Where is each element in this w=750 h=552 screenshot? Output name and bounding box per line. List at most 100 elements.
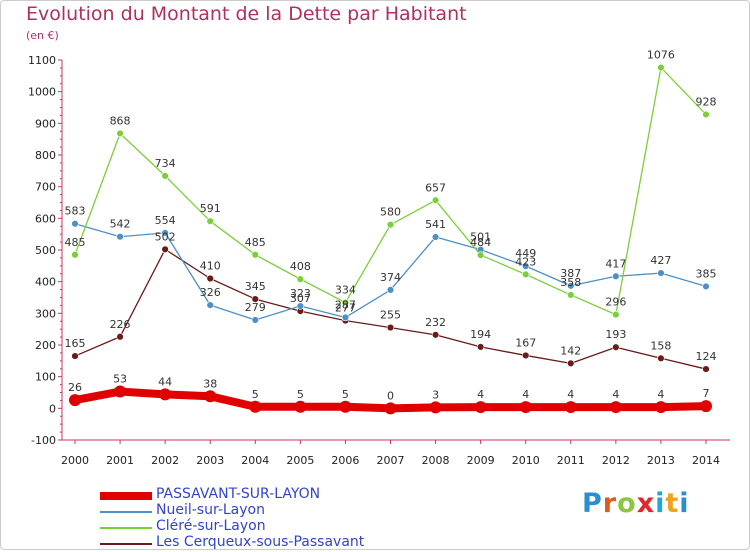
y-tick-label: -100 — [31, 434, 56, 447]
x-tick-label: 2000 — [61, 454, 89, 467]
data-point — [251, 251, 259, 259]
data-label: 387 — [560, 267, 581, 280]
legend-swatch — [100, 492, 152, 500]
data-point — [431, 331, 440, 339]
data-label: 44 — [158, 375, 172, 388]
data-point — [609, 401, 622, 414]
data-point — [700, 400, 712, 413]
legend-label: Cléré-sur-Layon — [156, 518, 266, 534]
x-tick-label: 2011 — [557, 454, 585, 467]
data-point — [159, 388, 172, 401]
y-tick-label: 1000 — [28, 86, 56, 99]
x-tick-label: 2002 — [151, 454, 179, 467]
x-tick-label: 2008 — [422, 454, 450, 467]
data-label: 4 — [567, 388, 574, 401]
data-label: 484 — [470, 236, 491, 249]
data-point — [249, 400, 262, 413]
data-point — [612, 272, 620, 280]
legend-label: Les Cerqueux-sous-Passavant — [156, 534, 365, 550]
logo-letter: i — [679, 488, 690, 519]
data-label: 194 — [470, 328, 491, 341]
data-point — [341, 313, 350, 322]
data-label: 385 — [696, 267, 717, 280]
data-label: 142 — [560, 344, 581, 357]
x-tick-label: 2005 — [286, 454, 314, 467]
y-tick-label: 700 — [35, 181, 56, 194]
data-label: 5 — [252, 388, 259, 401]
data-point — [71, 220, 79, 228]
data-label: 657 — [425, 181, 446, 194]
data-point — [474, 401, 487, 414]
data-point — [429, 401, 442, 414]
logo-letter: P — [582, 488, 603, 519]
data-label: 226 — [110, 318, 131, 331]
data-point — [384, 402, 397, 415]
data-label: 53 — [113, 373, 127, 386]
data-label: 5 — [342, 388, 349, 401]
data-point — [161, 172, 169, 180]
logo-letter: t — [665, 488, 680, 519]
data-label: 734 — [155, 157, 176, 170]
data-point — [612, 310, 620, 319]
data-point — [567, 282, 575, 290]
data-label: 0 — [387, 389, 394, 402]
data-point — [116, 129, 124, 138]
data-label: 277 — [335, 302, 356, 315]
data-label: 928 — [696, 95, 717, 108]
data-point — [522, 262, 530, 270]
data-label: 124 — [696, 350, 717, 363]
data-point — [657, 354, 665, 362]
data-label: 374 — [380, 271, 401, 284]
logo-letter: r — [602, 488, 618, 519]
y-tick-label: 100 — [35, 371, 56, 384]
data-label: 408 — [290, 260, 311, 273]
x-tick-label: 2003 — [196, 454, 224, 467]
y-tick-label: 300 — [35, 307, 56, 320]
data-point — [386, 286, 395, 294]
data-label: 358 — [560, 276, 581, 289]
logo-letter: i — [655, 488, 666, 519]
data-point — [522, 270, 530, 279]
data-point — [476, 251, 485, 259]
data-label: 4 — [612, 388, 619, 401]
data-point — [567, 291, 575, 299]
data-label: 158 — [650, 339, 671, 352]
data-label: 591 — [200, 202, 221, 215]
x-tick-label: 2012 — [602, 454, 630, 467]
data-label: 345 — [245, 280, 266, 293]
legend-swatch — [100, 543, 152, 545]
data-label: 580 — [380, 206, 401, 219]
x-tick-label: 2004 — [241, 454, 269, 467]
unit-label: (en €) — [26, 29, 59, 42]
data-label: 3 — [432, 388, 439, 401]
data-label: 287 — [335, 298, 356, 311]
data-point — [71, 352, 79, 360]
chart-title: Evolution du Montant de la Dette par Hab… — [26, 3, 467, 25]
x-tick-label: 2001 — [106, 454, 134, 467]
data-label: 554 — [155, 214, 176, 227]
data-point — [386, 220, 395, 229]
data-point — [386, 323, 395, 332]
y-tick-label: 500 — [35, 244, 56, 257]
data-point — [294, 400, 307, 413]
data-label: 423 — [515, 255, 536, 268]
data-label: 307 — [290, 292, 311, 305]
data-label: 485 — [245, 236, 266, 249]
data-point — [206, 217, 214, 225]
data-point — [206, 301, 214, 309]
data-label: 583 — [65, 205, 86, 218]
data-point — [206, 274, 214, 283]
data-point — [702, 110, 710, 119]
data-label: 255 — [380, 309, 401, 322]
data-label: 868 — [110, 114, 131, 127]
data-label: 1076 — [647, 49, 675, 62]
data-point — [204, 390, 217, 403]
data-label: 485 — [65, 236, 86, 249]
data-point — [431, 196, 440, 204]
axes: -100 0 100 200 300 400 500 600 700 800 900 1000 1100… — [28, 54, 730, 467]
data-label: 193 — [605, 328, 626, 341]
x-tick-label: 2010 — [512, 454, 540, 467]
data-point — [567, 359, 575, 368]
y-tick-label: 800 — [35, 149, 56, 162]
data-point — [702, 282, 710, 291]
